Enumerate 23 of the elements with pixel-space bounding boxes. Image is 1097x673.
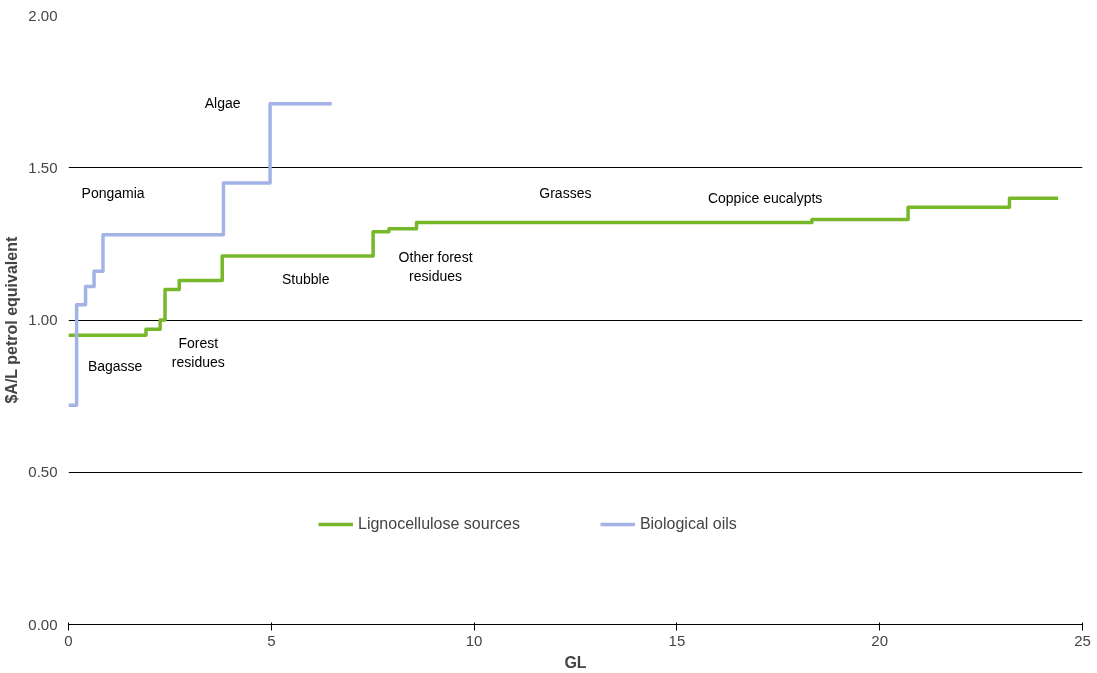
annotation: Grasses <box>539 184 592 201</box>
legend-label: Lignocellulose sources <box>358 515 520 533</box>
y-tick-label: 2.00 <box>28 6 58 24</box>
x-tick-label: 10 <box>465 631 483 649</box>
x-axis-title: GL <box>564 653 587 671</box>
annotation: Bagasse <box>87 358 143 375</box>
annotation: Stubble <box>282 271 330 288</box>
annotation: Forest residues <box>171 334 225 370</box>
y-tick-label: 1.50 <box>28 158 58 176</box>
x-tick-label: 20 <box>871 631 889 649</box>
x-tick-label: 0 <box>64 631 73 649</box>
annotation: Pongamia <box>81 184 145 201</box>
y-tick-label: 0.00 <box>28 615 58 633</box>
annotation: Algae <box>204 94 241 111</box>
x-tick-label: 15 <box>668 631 686 649</box>
annotation: Coppice eucalypts <box>707 190 823 207</box>
x-tick-label: 5 <box>267 631 276 649</box>
y-axis-title: $A/L petrol equivalent <box>3 236 21 404</box>
legend-label: Biological oils <box>639 515 737 533</box>
y-tick-label: 1.00 <box>28 311 58 328</box>
y-tick-label: 0.50 <box>28 463 58 481</box>
annotation: Other forest residues <box>398 248 473 285</box>
x-tick-label: 25 <box>1074 631 1091 649</box>
